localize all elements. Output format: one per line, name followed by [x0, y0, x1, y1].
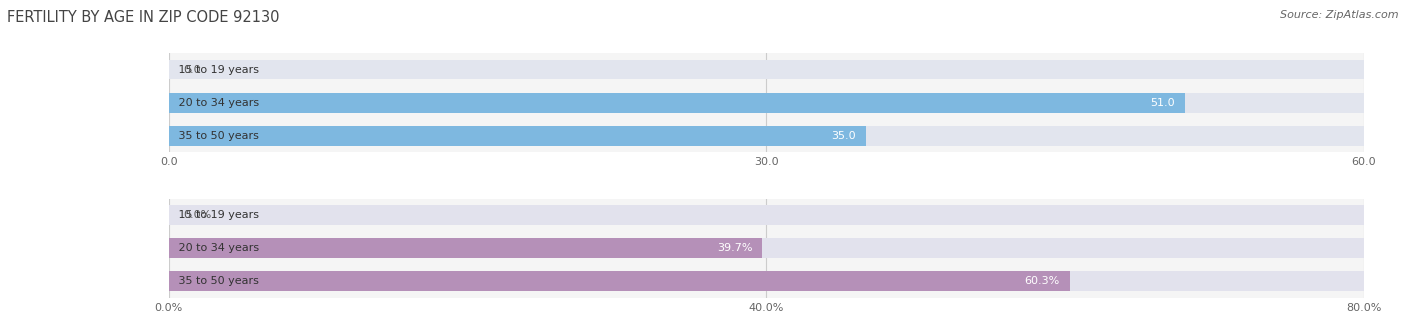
- Bar: [169, 238, 762, 258]
- Bar: [169, 93, 1364, 113]
- Text: 0.0: 0.0: [183, 65, 201, 74]
- Bar: [169, 271, 1364, 291]
- Text: 15 to 19 years: 15 to 19 years: [174, 210, 259, 220]
- Text: 20 to 34 years: 20 to 34 years: [174, 243, 259, 253]
- Text: 60.3%: 60.3%: [1025, 276, 1060, 286]
- Text: 39.7%: 39.7%: [717, 243, 752, 253]
- Text: 51.0: 51.0: [1150, 98, 1175, 108]
- Bar: [169, 271, 1070, 291]
- Text: FERTILITY BY AGE IN ZIP CODE 92130: FERTILITY BY AGE IN ZIP CODE 92130: [7, 10, 280, 25]
- Bar: [169, 60, 1364, 79]
- Bar: [169, 93, 1185, 113]
- Text: 35 to 50 years: 35 to 50 years: [174, 131, 259, 141]
- Bar: [169, 126, 866, 146]
- Bar: [169, 205, 1364, 225]
- Text: 35 to 50 years: 35 to 50 years: [174, 276, 259, 286]
- Text: 20 to 34 years: 20 to 34 years: [174, 98, 259, 108]
- Text: 35.0: 35.0: [832, 131, 856, 141]
- Bar: [169, 126, 1364, 146]
- Text: 15 to 19 years: 15 to 19 years: [174, 65, 259, 74]
- Text: 0.0%: 0.0%: [183, 210, 211, 220]
- Bar: [169, 238, 1364, 258]
- Text: Source: ZipAtlas.com: Source: ZipAtlas.com: [1281, 10, 1399, 20]
